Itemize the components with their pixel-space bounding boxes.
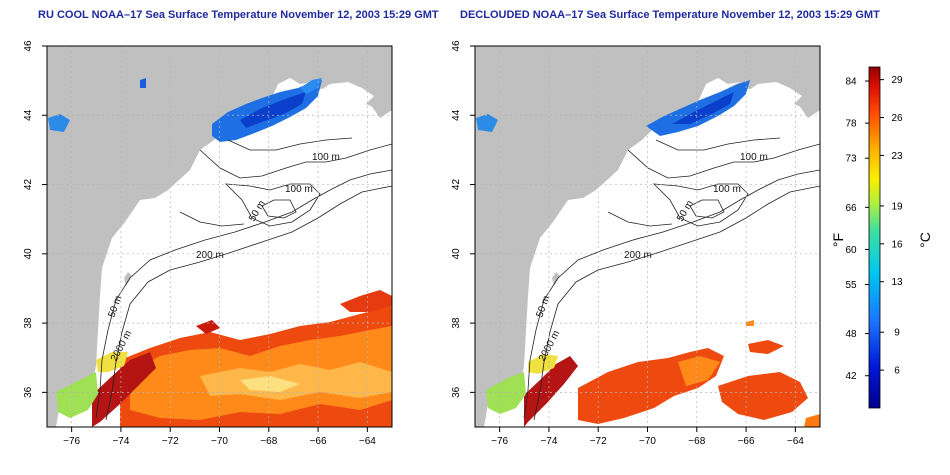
x-tick-label: −76 — [63, 436, 80, 447]
sst-cold-water — [476, 80, 750, 136]
left-map-axes: −76 −74 −72 −70 −68 −66 −64 36 38 40 42 44 46 — [23, 40, 393, 447]
x-tick-label: −68 — [688, 436, 705, 447]
right-panel-title: DECLOUDED NOAA–17 Sea Surface Temperatur… — [460, 9, 880, 21]
fahrenheit-tick-label: 55 — [845, 280, 857, 291]
y-tick-label: 42 — [23, 179, 34, 191]
x-tick-label: −66 — [738, 436, 755, 447]
nova-scotia-gulf-water — [740, 82, 802, 104]
map-frame — [474, 45, 821, 428]
bathymetry-contours — [523, 137, 820, 421]
fahrenheit-tick-label: 48 — [845, 329, 857, 340]
x-tick-label: −68 — [260, 436, 277, 447]
x-tick-label: −76 — [491, 436, 508, 447]
map-frame — [46, 45, 393, 428]
y-tick-label: 40 — [23, 248, 34, 260]
x-tick-label: −70 — [211, 436, 228, 447]
x-tick-label: −74 — [112, 436, 129, 447]
celsius-tick-label: 6 — [894, 366, 900, 377]
contour-label: 100 m — [740, 152, 768, 163]
x-tick-label: −72 — [162, 436, 179, 447]
x-tick-label: −74 — [540, 436, 557, 447]
celsius-tick-label: 16 — [891, 239, 903, 250]
fahrenheit-tick-label: 42 — [845, 371, 857, 382]
contour-label: 200 m — [624, 250, 652, 261]
bathymetry-contours — [95, 137, 392, 421]
celsius-label: °C — [917, 232, 933, 248]
sst-warm-water — [486, 320, 820, 427]
x-tick-label: −64 — [359, 436, 376, 447]
celsius-tick-label: 29 — [891, 75, 903, 86]
sst-warm-water — [56, 290, 392, 427]
y-tick-label: 44 — [23, 109, 34, 121]
x-tick-label: −66 — [310, 436, 327, 447]
fahrenheit-tick-label: 60 — [845, 245, 857, 256]
celsius-tick-label: 26 — [891, 113, 903, 124]
fahrenheit-tick-label: 73 — [845, 154, 857, 165]
contour-label: 100 m — [285, 184, 313, 195]
celsius-tick-label: 19 — [891, 201, 903, 212]
y-tick-label: 44 — [451, 109, 462, 121]
y-tick-label: 46 — [451, 40, 462, 52]
colorbar-ticks: 29 26 23 19 16 13 9 6 84 78 73 66 60 55 48 42 — [845, 75, 903, 382]
y-tick-label: 46 — [23, 40, 34, 52]
fahrenheit-label: °F — [830, 233, 846, 247]
contour-label: 100 m — [713, 184, 741, 195]
celsius-tick-label: 23 — [891, 151, 903, 162]
fahrenheit-tick-label: 66 — [845, 203, 857, 214]
x-tick-label: −70 — [639, 436, 656, 447]
y-tick-label: 38 — [451, 317, 462, 329]
contour-label: 100 m — [312, 152, 340, 163]
contour-label: 200 m — [196, 250, 224, 261]
y-tick-label: 36 — [451, 386, 462, 398]
y-tick-label: 36 — [23, 386, 34, 398]
colorbar-scale — [868, 66, 881, 409]
celsius-tick-label: 13 — [891, 277, 903, 288]
y-tick-label: 42 — [451, 179, 462, 191]
y-tick-label: 40 — [451, 248, 462, 260]
fahrenheit-tick-label: 84 — [845, 77, 857, 88]
sst-cold-water — [48, 78, 322, 142]
colorbar: 29 26 23 19 16 13 9 6 84 78 73 66 60 55 48 42 °F °C — [830, 66, 933, 409]
x-tick-label: −64 — [787, 436, 804, 447]
right-map-axes: −76 −74 −72 −70 −68 −66 −64 36 38 40 42 44 46 — [451, 40, 821, 447]
x-tick-label: −72 — [590, 436, 607, 447]
celsius-tick-label: 9 — [894, 328, 900, 339]
nova-scotia-gulf-water — [312, 82, 374, 104]
y-tick-label: 38 — [23, 317, 34, 329]
left-panel-title: RU COOL NOAA–17 Sea Surface Temperature … — [38, 9, 439, 21]
fahrenheit-tick-label: 78 — [845, 119, 857, 130]
left-map-panel: 100 m 100 m 50 m 200 m 50 m 2000 m — [47, 46, 392, 427]
right-map-panel: 100 m 100 m 50 m 200 m 50 m 2000 m — [475, 46, 820, 427]
